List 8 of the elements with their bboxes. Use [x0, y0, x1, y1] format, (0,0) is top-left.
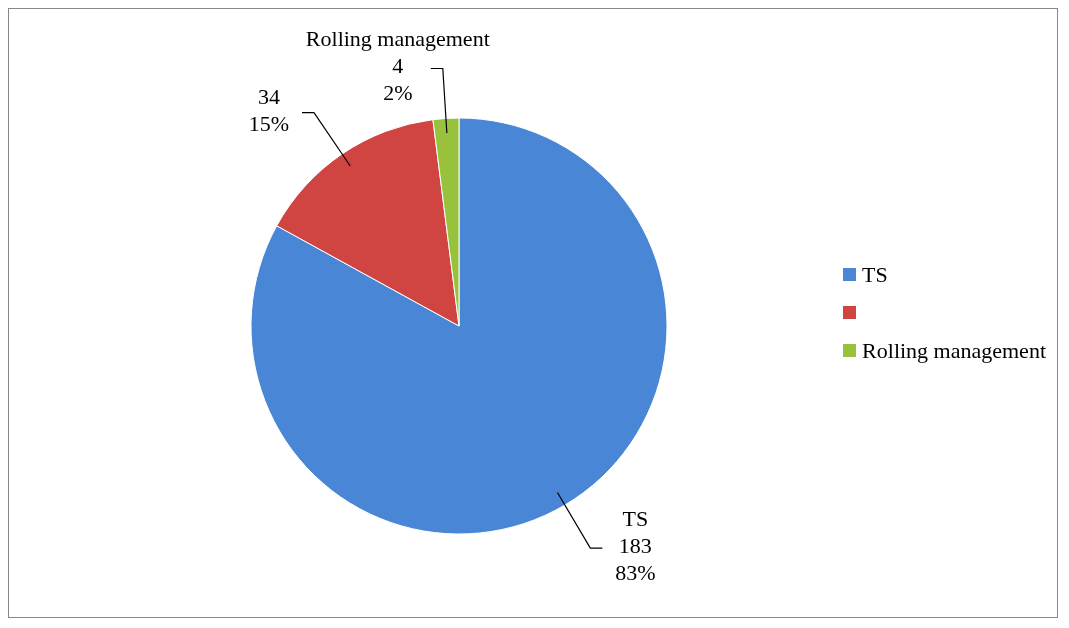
legend-label: Rolling management — [862, 337, 1046, 364]
slice-label: TS — [622, 505, 649, 531]
pie-slice — [250, 117, 668, 535]
data-label: 183 83% — [615, 532, 656, 585]
slice-label: Rolling management — [305, 26, 490, 52]
data-label: 34 15% — [248, 83, 290, 136]
data-label: 4 2% — [383, 53, 413, 106]
legend-label: TS — [862, 261, 888, 288]
